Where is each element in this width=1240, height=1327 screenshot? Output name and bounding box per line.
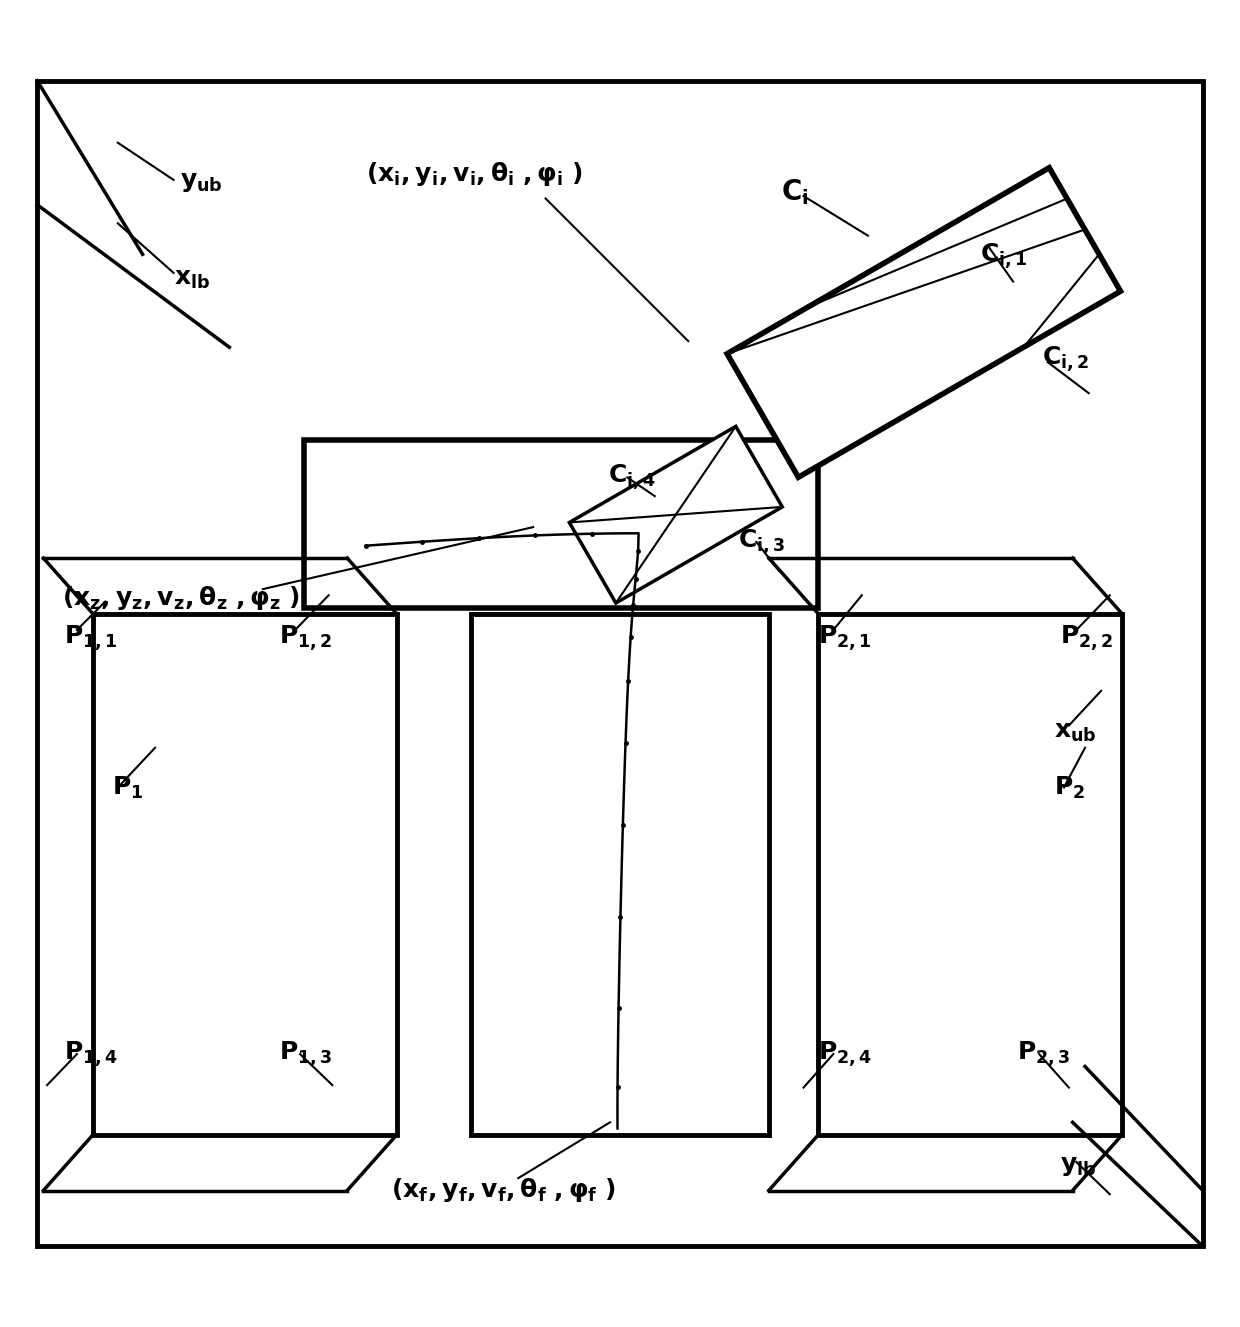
Text: $\mathbf{C_{i,3}}$: $\mathbf{C_{i,3}}$: [738, 527, 785, 557]
Bar: [304, 441, 818, 608]
Text: $\mathbf{P_1}$: $\mathbf{P_1}$: [112, 775, 143, 800]
Text: $\mathbf{P_{1,4}}$: $\mathbf{P_{1,4}}$: [64, 1039, 119, 1068]
Text: $\mathbf{C_{i,1}}$: $\mathbf{C_{i,1}}$: [980, 242, 1027, 272]
Text: $\mathbf{P_{2,2}}$: $\mathbf{P_{2,2}}$: [1060, 624, 1114, 653]
Text: $\mathbf{P_{1,2}}$: $\mathbf{P_{1,2}}$: [279, 624, 332, 653]
Text: $\mathbf{x_{ub}}$: $\mathbf{x_{ub}}$: [1054, 719, 1096, 743]
Text: $\mathbf{P_2}$: $\mathbf{P_2}$: [1054, 775, 1085, 800]
Text: $\mathbf{C_{i,4}}$: $\mathbf{C_{i,4}}$: [608, 463, 656, 492]
Text: $\mathbf{y_{lb}}$: $\mathbf{y_{lb}}$: [1060, 1153, 1096, 1177]
Polygon shape: [727, 167, 1121, 478]
Text: $\mathbf{C_{i,2}}$: $\mathbf{C_{i,2}}$: [1042, 345, 1089, 374]
Text: $\mathbf{P_{1,1}}$: $\mathbf{P_{1,1}}$: [64, 624, 118, 653]
Text: $\mathbf{P_{2,1}}$: $\mathbf{P_{2,1}}$: [818, 624, 872, 653]
Text: $\mathbf{P_{2,4}}$: $\mathbf{P_{2,4}}$: [818, 1039, 873, 1068]
Text: $\mathbf{(x_z,y_z,v_z,\theta_z\ ,\varphi_z\ )}$: $\mathbf{(x_z,y_z,v_z,\theta_z\ ,\varphi…: [62, 584, 300, 612]
Polygon shape: [569, 426, 782, 602]
Bar: [93, 614, 397, 1135]
Text: $\mathbf{C_i}$: $\mathbf{C_i}$: [781, 178, 808, 207]
Text: $\mathbf{x_{lb}}$: $\mathbf{x_{lb}}$: [174, 267, 210, 291]
Text: $\mathbf{(x_i,y_i,v_i,\theta_i\ ,\varphi_i\ )}$: $\mathbf{(x_i,y_i,v_i,\theta_i\ ,\varphi…: [366, 159, 583, 187]
Bar: [818, 614, 1122, 1135]
Bar: [471, 614, 769, 1135]
Text: $\mathbf{P_{2,3}}$: $\mathbf{P_{2,3}}$: [1017, 1039, 1070, 1068]
Text: $\mathbf{y_{ub}}$: $\mathbf{y_{ub}}$: [180, 170, 223, 194]
Text: $\mathbf{P_{1,3}}$: $\mathbf{P_{1,3}}$: [279, 1039, 332, 1068]
Text: $\mathbf{(x_f,y_f,v_f,\theta_f\ ,\varphi_f\ )}$: $\mathbf{(x_f,y_f,v_f,\theta_f\ ,\varphi…: [391, 1177, 615, 1205]
